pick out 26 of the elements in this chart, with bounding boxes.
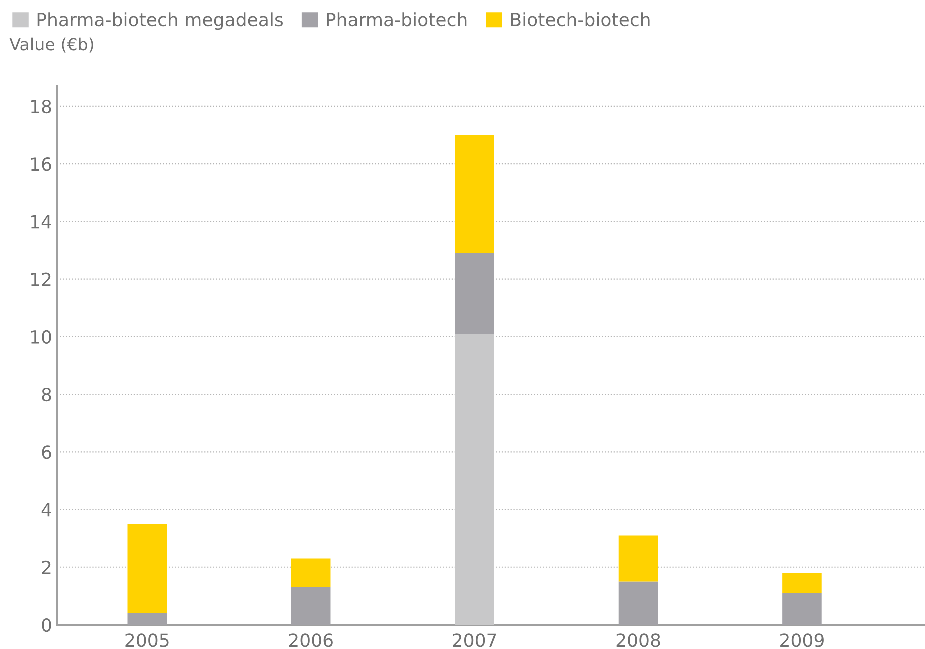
y-tick-label: 8 xyxy=(42,388,52,402)
x-tick-label: 2007 xyxy=(453,634,496,648)
bar xyxy=(291,558,331,588)
x-tick-label: 2008 xyxy=(616,634,660,648)
y-tick-label: 14 xyxy=(31,215,52,229)
bar xyxy=(455,135,494,254)
y-tick-label: 12 xyxy=(31,272,51,286)
bar xyxy=(455,253,494,334)
y-tick-label: 0 xyxy=(42,618,52,632)
legend-label: Pharma-biotech megadeals xyxy=(38,12,283,30)
legend-label: Pharma-biotech xyxy=(327,12,467,27)
y-tick-label: 4 xyxy=(42,503,52,517)
y-tick-label: 6 xyxy=(42,446,52,460)
bar xyxy=(618,536,658,582)
x-tick-label: 2005 xyxy=(126,634,169,648)
x-tick-label: 2006 xyxy=(289,634,333,648)
y-tick-label: 18 xyxy=(31,100,52,114)
y-axis-title: Value (€b) xyxy=(10,38,94,53)
y-tick-label: 16 xyxy=(31,158,52,172)
legend-label: Biotech-biotech xyxy=(511,12,650,27)
y-tick-label: 2 xyxy=(42,560,51,574)
bar xyxy=(128,524,168,614)
y-tick-label: 10 xyxy=(31,330,52,344)
bar xyxy=(782,573,822,594)
bar xyxy=(455,334,494,625)
x-tick-label: 2009 xyxy=(780,634,824,648)
